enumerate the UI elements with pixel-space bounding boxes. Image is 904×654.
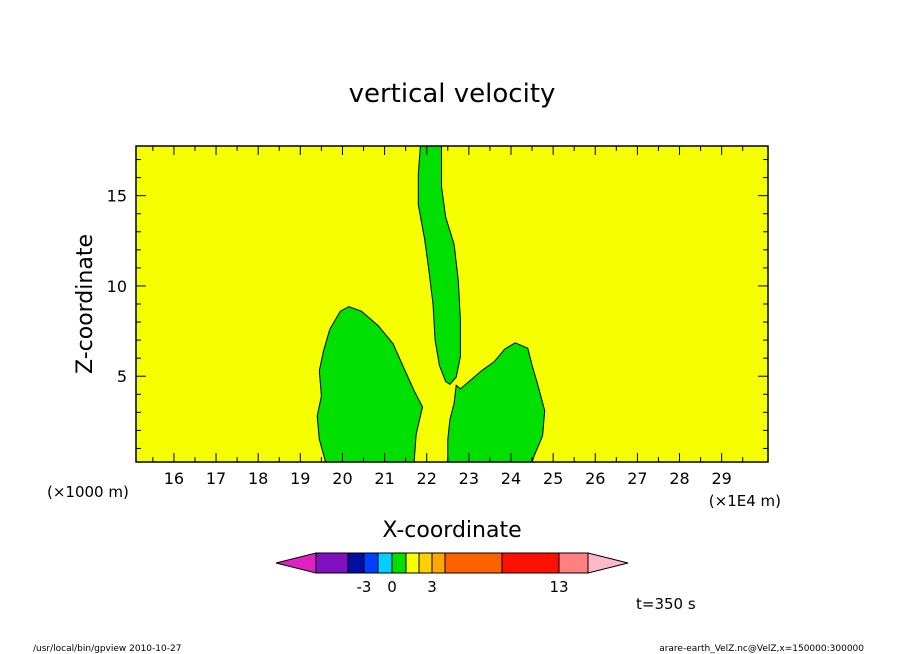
plot-area: 16 17 18 19 20 21 22 23 24 25 26 27 28 29 5 10 15 — [107, 145, 769, 488]
x-tick-label-23: 23 — [459, 469, 479, 488]
x-tick-label-27: 27 — [627, 469, 647, 488]
colorbar-swatch — [391, 552, 407, 574]
x-axis-label: X-coordinate — [382, 518, 521, 543]
x-tick-label-18: 18 — [248, 469, 268, 488]
x-tick-label-17: 17 — [206, 469, 226, 488]
time-label: t=350 s — [636, 595, 696, 613]
x-units-label: (×1E4 m) — [709, 492, 781, 510]
y-tick-labels: 5 10 15 — [107, 187, 127, 387]
chart-title: vertical velocity — [349, 79, 556, 109]
x-tick-labels: 16 17 18 19 20 21 22 23 24 25 26 27 28 29 — [164, 469, 732, 488]
x-tick-label-16: 16 — [164, 469, 184, 488]
x-tick-label-24: 24 — [501, 469, 521, 488]
colorbar-label: -3 — [357, 578, 372, 596]
colorbar-swatch — [363, 552, 379, 574]
upper-column-region — [417, 145, 461, 386]
colorbar-swatch — [315, 552, 349, 574]
colorbar-arrow-high — [587, 552, 629, 574]
y-axis-label: Z-coordinate — [73, 234, 98, 374]
colorbar-label: 13 — [549, 578, 568, 596]
x-tick-label-21: 21 — [374, 469, 394, 488]
colorbar-swatch — [431, 552, 446, 574]
x-ticks — [152, 146, 744, 462]
colorbar-arrow-low — [275, 552, 317, 574]
left-updraft-region — [316, 306, 424, 463]
x-tick-label-28: 28 — [669, 469, 689, 488]
colorbar-swatch — [418, 552, 433, 574]
colorbar-label: 3 — [427, 578, 437, 596]
y-tick-label-5: 5 — [117, 367, 127, 386]
footer-right: arare-earth_VelZ.nc@VelZ,x=150000:300000 — [659, 644, 864, 654]
y-tick-label-10: 10 — [107, 277, 127, 296]
colorbar-swatch — [377, 552, 393, 574]
y-tick-label-15: 15 — [107, 187, 127, 206]
y-units-label: (×1000 m) — [47, 483, 129, 501]
colorbar-swatch — [405, 552, 420, 574]
footer-left: /usr/local/bin/gpview 2010-10-27 — [33, 644, 181, 654]
x-tick-label-20: 20 — [332, 469, 352, 488]
contour-layer — [316, 145, 546, 463]
x-tick-label-25: 25 — [543, 469, 563, 488]
x-tick-label-26: 26 — [585, 469, 605, 488]
right-updraft-region — [447, 342, 546, 463]
colorbar-label: 0 — [387, 578, 397, 596]
x-tick-label-19: 19 — [290, 469, 310, 488]
colorbar-swatch — [444, 552, 503, 574]
colorbar-swatch — [558, 552, 589, 574]
colorbar-labels: -3 0 3 13 — [357, 578, 569, 596]
colorbar-swatch — [501, 552, 560, 574]
y-ticks — [136, 159, 768, 449]
colorbar-swatch — [347, 552, 365, 574]
x-tick-label-22: 22 — [417, 469, 437, 488]
colorbar — [275, 552, 629, 574]
x-tick-label-29: 29 — [711, 469, 731, 488]
